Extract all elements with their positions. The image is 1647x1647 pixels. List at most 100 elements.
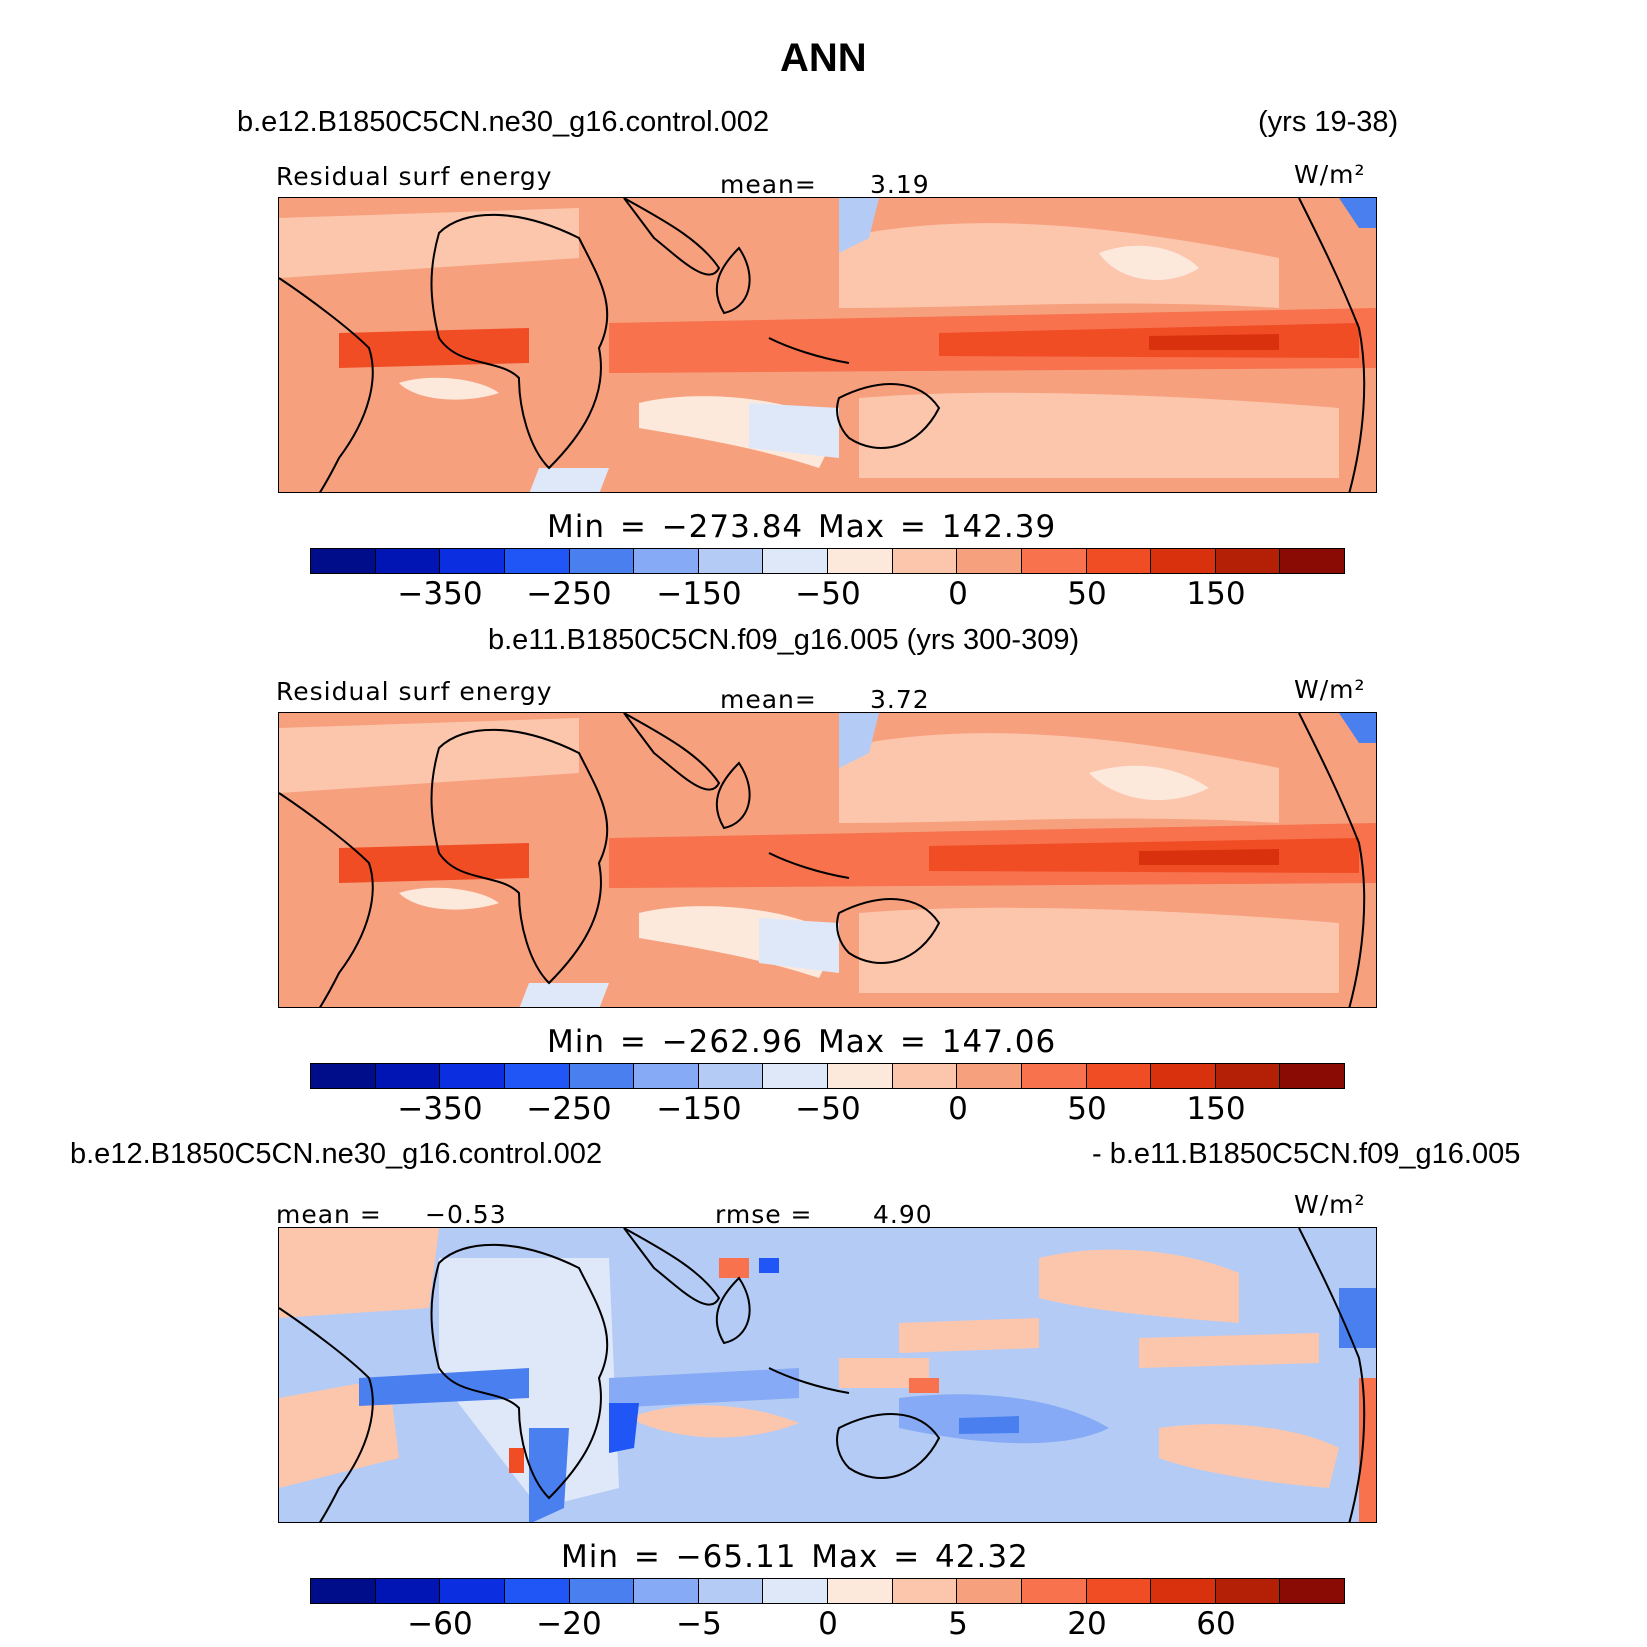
colorbar-swatch xyxy=(504,1064,570,1088)
panel2-mean-label: mean= xyxy=(720,685,817,714)
panel3-case-title-right: - b.e11.B1850C5CN.f09_g16.005 xyxy=(1092,1138,1521,1170)
colorbar-swatch xyxy=(763,1579,828,1603)
panel3-map-field xyxy=(279,1228,1376,1522)
panel3-case-title-left: b.e12.B1850C5CN.ne30_g16.control.002 xyxy=(70,1138,603,1170)
colorbar-swatch xyxy=(1021,549,1087,573)
colorbar-swatch xyxy=(375,1579,441,1603)
panel2-colorbar xyxy=(310,1063,1345,1089)
colorbar-swatch xyxy=(1151,1579,1216,1603)
colorbar-swatch xyxy=(1086,1064,1152,1088)
panel2-mean-value: 3.72 xyxy=(870,685,930,714)
colorbar-tick-label: −5 xyxy=(676,1606,722,1642)
colorbar-tick-label: −50 xyxy=(795,576,861,612)
colorbar-swatch xyxy=(634,1064,699,1088)
colorbar-swatch xyxy=(504,549,570,573)
colorbar-swatch xyxy=(1280,549,1344,573)
panel1-mean-value: 3.19 xyxy=(870,170,930,199)
colorbar-tick-label: 0 xyxy=(948,1091,968,1127)
panel2-map-field xyxy=(279,713,1376,1007)
panel3-min-max: Min = −65.11 Max = 42.32 xyxy=(561,1539,1029,1575)
colorbar-swatch xyxy=(440,1579,505,1603)
colorbar-swatch xyxy=(311,1064,376,1088)
colorbar-swatch xyxy=(569,549,635,573)
colorbar-swatch xyxy=(957,1579,1022,1603)
colorbar-tick-label: −350 xyxy=(397,1091,483,1127)
colorbar-tick-label: −350 xyxy=(397,576,483,612)
colorbar-swatch xyxy=(698,1064,764,1088)
panel3-rmse-label: rmse = xyxy=(715,1200,813,1229)
colorbar-tick-label: 20 xyxy=(1067,1606,1107,1642)
colorbar-tick-label: −150 xyxy=(656,576,742,612)
panel1-years: (yrs 19-38) xyxy=(1258,106,1399,138)
colorbar-swatch xyxy=(1151,1064,1216,1088)
colorbar-swatch xyxy=(763,1064,828,1088)
colorbar-swatch xyxy=(1086,549,1152,573)
colorbar-swatch xyxy=(1280,1064,1344,1088)
colorbar-swatch xyxy=(1215,1579,1281,1603)
colorbar-swatch xyxy=(634,1579,699,1603)
panel3-colorbar xyxy=(310,1578,1345,1604)
panel1-min-max: Min = −273.84 Max = 142.39 xyxy=(547,509,1057,545)
colorbar-swatch xyxy=(1215,1064,1281,1088)
figure-title: ANN xyxy=(780,36,867,80)
colorbar-tick-label: −250 xyxy=(526,576,612,612)
colorbar-tick-label: 50 xyxy=(1067,1091,1107,1127)
colorbar-swatch xyxy=(1280,1579,1344,1603)
colorbar-tick-label: −60 xyxy=(407,1606,473,1642)
panel3-map xyxy=(278,1227,1377,1523)
panel2-map xyxy=(278,712,1377,1008)
colorbar-swatch xyxy=(698,549,764,573)
colorbar-swatch xyxy=(957,549,1022,573)
colorbar-swatch xyxy=(892,1579,958,1603)
colorbar-swatch xyxy=(569,1579,635,1603)
colorbar-tick-label: 50 xyxy=(1067,576,1107,612)
colorbar-swatch xyxy=(440,1064,505,1088)
colorbar-swatch xyxy=(892,549,958,573)
colorbar-tick-label: 60 xyxy=(1196,1606,1236,1642)
panel2-units: W/m² xyxy=(1294,675,1366,704)
colorbar-swatch xyxy=(634,549,699,573)
panel3-units: W/m² xyxy=(1294,1190,1366,1219)
colorbar-swatch xyxy=(698,1579,764,1603)
panel2-variable-label: Residual surf energy xyxy=(276,677,553,706)
panel1-variable-label: Residual surf energy xyxy=(276,162,553,191)
panel3-rmse-value: 4.90 xyxy=(873,1200,933,1229)
colorbar-swatch xyxy=(828,1579,893,1603)
colorbar-swatch xyxy=(375,1064,441,1088)
colorbar-swatch xyxy=(828,549,893,573)
colorbar-swatch xyxy=(892,1064,958,1088)
colorbar-tick-label: 0 xyxy=(948,576,968,612)
colorbar-tick-label: 150 xyxy=(1186,576,1246,612)
colorbar-swatch xyxy=(440,549,505,573)
panel1-map xyxy=(278,197,1377,493)
colorbar-swatch xyxy=(1021,1064,1087,1088)
colorbar-swatch xyxy=(957,1064,1022,1088)
colorbar-swatch xyxy=(375,549,441,573)
colorbar-swatch xyxy=(763,549,828,573)
colorbar-tick-label: 0 xyxy=(818,1606,838,1642)
panel2-min-max: Min = −262.96 Max = 147.06 xyxy=(547,1024,1057,1060)
colorbar-tick-label: 150 xyxy=(1186,1091,1246,1127)
colorbar-swatch xyxy=(311,1579,376,1603)
panel1-mean-label: mean= xyxy=(720,170,817,199)
colorbar-tick-label: −50 xyxy=(795,1091,861,1127)
panel3-mean-label: mean = xyxy=(276,1200,382,1229)
panel1-units: W/m² xyxy=(1294,160,1366,189)
colorbar-tick-label: −150 xyxy=(656,1091,742,1127)
colorbar-tick-label: 5 xyxy=(948,1606,968,1642)
colorbar-swatch xyxy=(1215,549,1281,573)
colorbar-swatch xyxy=(828,1064,893,1088)
panel1-case-title: b.e12.B1850C5CN.ne30_g16.control.002 xyxy=(237,106,770,138)
panel1-map-field xyxy=(279,198,1376,492)
panel3-mean-value: −0.53 xyxy=(425,1200,507,1229)
panel2-case-title: b.e11.B1850C5CN.f09_g16.005 (yrs 300-309… xyxy=(488,624,1080,656)
panel1-colorbar xyxy=(310,548,1345,574)
colorbar-tick-label: −20 xyxy=(536,1606,602,1642)
colorbar-swatch xyxy=(311,549,376,573)
colorbar-swatch xyxy=(1086,1579,1152,1603)
colorbar-swatch xyxy=(1151,549,1216,573)
colorbar-swatch xyxy=(1021,1579,1087,1603)
colorbar-swatch xyxy=(504,1579,570,1603)
colorbar-tick-label: −250 xyxy=(526,1091,612,1127)
colorbar-swatch xyxy=(569,1064,635,1088)
